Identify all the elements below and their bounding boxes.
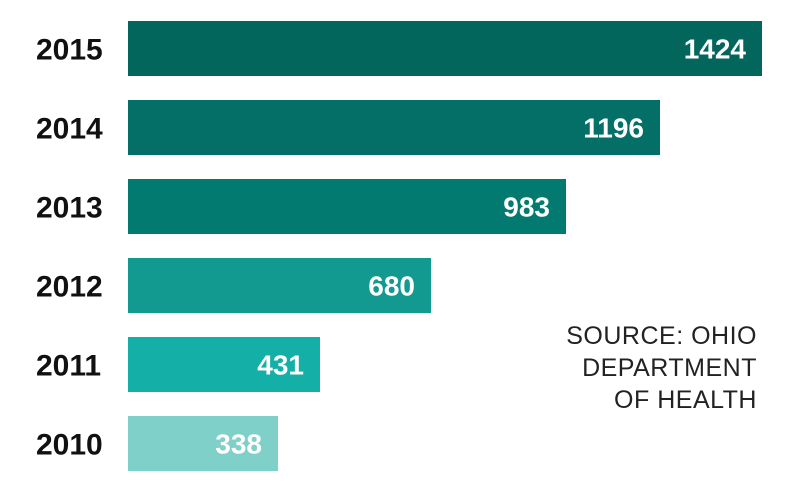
bar-2014 — [128, 100, 660, 155]
bar-2011 — [128, 337, 320, 392]
year-label-2014: 2014 — [36, 113, 103, 146]
year-label-2013: 2013 — [36, 192, 103, 225]
source-line-3: OF HEALTH — [614, 386, 757, 414]
bar-2013 — [128, 179, 566, 234]
source-line-1: SOURCE: OHIO — [566, 322, 757, 350]
bar-2015 — [128, 21, 762, 76]
source-note: SOURCE: OHIO DEPARTMENT OF HEALTH — [566, 322, 757, 414]
value-label-2014: 1196 — [583, 113, 644, 144]
value-label-2010: 338 — [215, 429, 262, 460]
year-label-2010: 2010 — [36, 429, 103, 462]
bars-group: 2015 1424 2014 1196 2013 983 2012 680 2011 431 201… — [36, 21, 762, 471]
year-label-2012: 2012 — [36, 271, 103, 304]
year-label-2011: 2011 — [36, 350, 101, 383]
source-line-2: DEPARTMENT — [582, 354, 757, 382]
bar-2010 — [128, 416, 278, 471]
value-label-2011: 431 — [257, 350, 304, 381]
bar-2012 — [128, 258, 431, 313]
year-label-2015: 2015 — [36, 34, 103, 67]
value-label-2013: 983 — [503, 192, 550, 223]
value-label-2015: 1424 — [684, 34, 747, 65]
value-label-2012: 680 — [368, 271, 415, 302]
